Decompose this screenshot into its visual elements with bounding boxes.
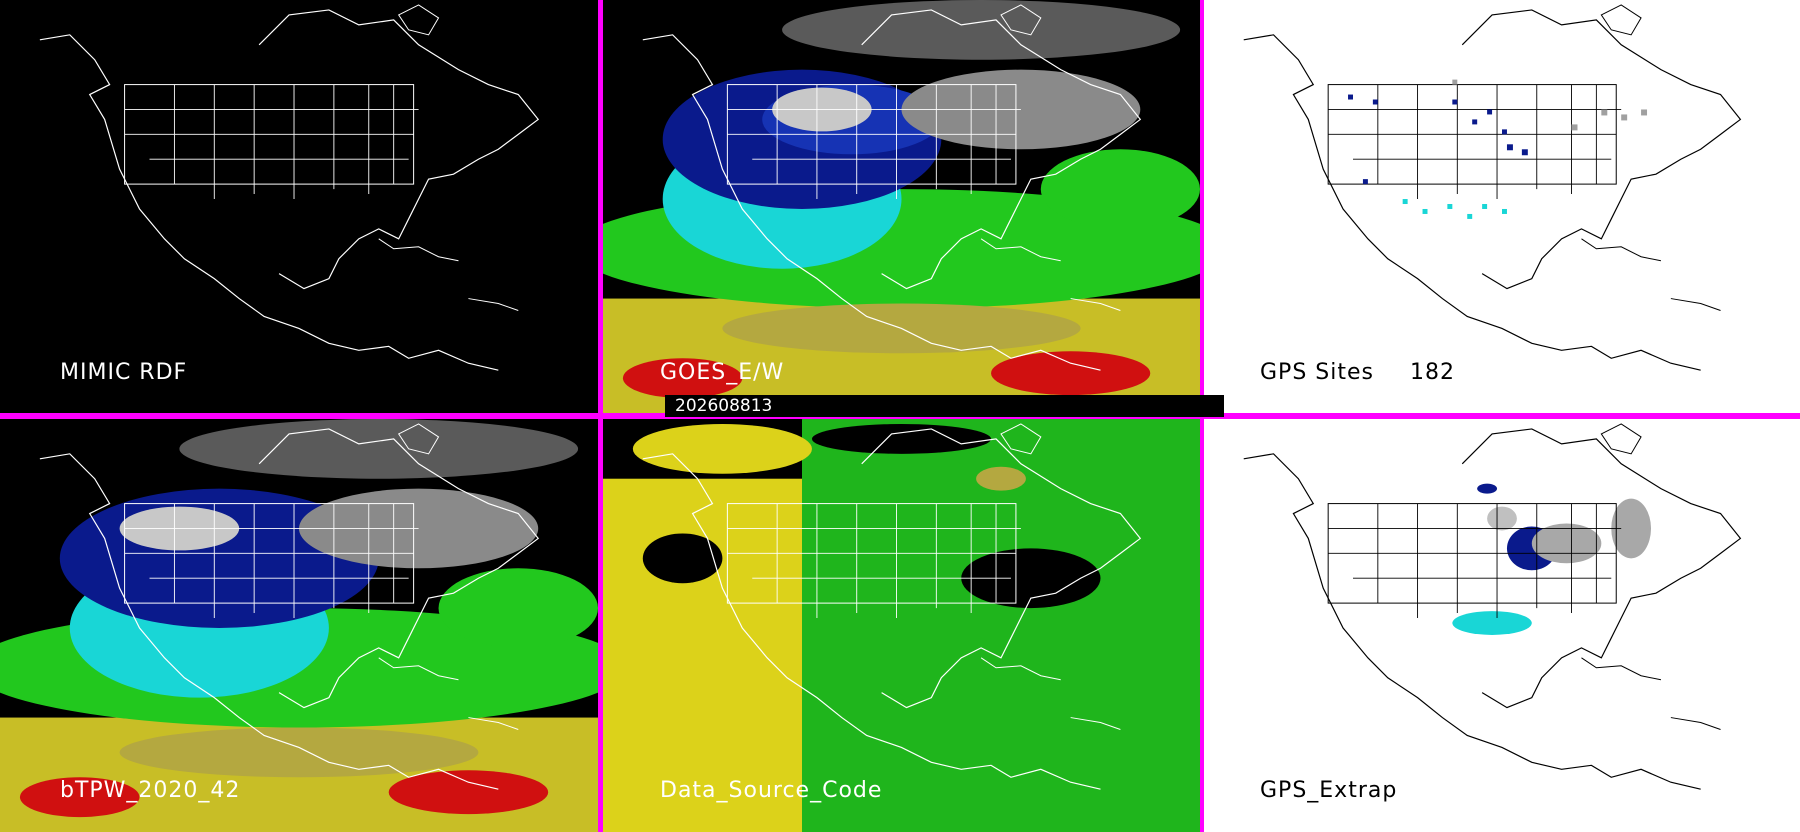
gps-site-markers xyxy=(1348,79,1648,219)
grid-divider-vertical-left xyxy=(598,0,603,832)
panel-label: GPS Sites xyxy=(1260,360,1374,385)
data-source-field xyxy=(603,419,1200,832)
timestamp-label: 202608813 xyxy=(665,395,1224,417)
map-outline xyxy=(39,4,539,371)
panel-label: GOES_E/W xyxy=(660,360,785,385)
panel-label: GPS_Extrap xyxy=(1260,778,1398,803)
panel-gps-extrap: GPS_Extrap xyxy=(1204,419,1800,832)
panel-gps-sites: GPS Sites 182 xyxy=(1204,0,1800,413)
panel-label: bTPW_2020_42 xyxy=(60,778,241,803)
gps-sites-map xyxy=(1243,4,1741,371)
panel-label: Data_Source_Code xyxy=(660,778,883,803)
panel-goes-ew: GOES_E/W xyxy=(603,0,1200,413)
panel-mimic-rdf: MIMIC RDF xyxy=(0,0,598,413)
btpw-field xyxy=(0,419,598,832)
panel-btpw: bTPW_2020_42 xyxy=(0,419,598,832)
gps-site-count: 182 xyxy=(1410,360,1455,385)
panel-data-source-code: Data_Source_Code xyxy=(603,419,1200,832)
gps-extrap-map xyxy=(1243,423,1741,790)
tpw-field xyxy=(603,0,1200,413)
panel-label: MIMIC RDF xyxy=(60,360,188,385)
